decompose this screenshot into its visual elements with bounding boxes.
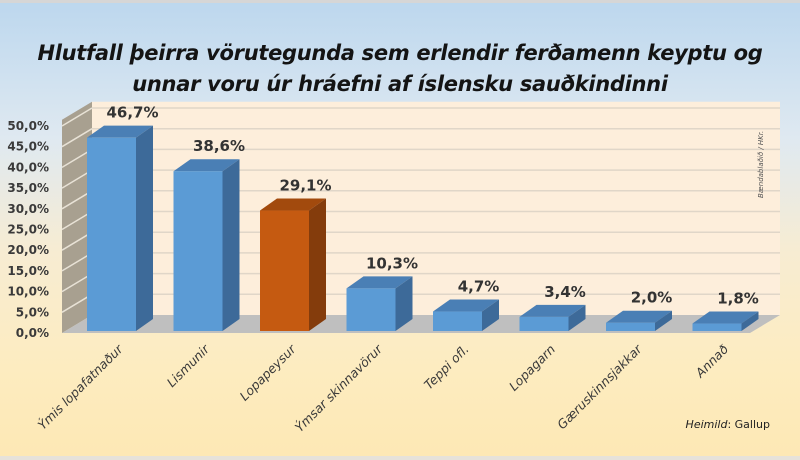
bar-side [568, 304, 586, 331]
value-label: 38,6% [193, 137, 245, 155]
bar-side [222, 159, 240, 331]
bottom-border [0, 456, 800, 460]
category-label: Lopapeysur [237, 341, 300, 404]
bar-top [433, 299, 499, 312]
value-label: 3,4% [544, 283, 586, 301]
bars: 46,7% 38,6% 29,1% 10,3% 4,7% 3,4% 2,0% 1,8% [87, 104, 759, 331]
bar-side [136, 125, 153, 331]
photo-credit: Bændablaðið / HKr. [757, 130, 765, 198]
bar: 29,1% [260, 177, 332, 331]
bar-front [173, 171, 223, 331]
side-wall [62, 101, 92, 333]
bar-front [346, 288, 396, 331]
bar-side [741, 311, 759, 331]
bar-side [655, 310, 672, 331]
value-label: 1,8% [717, 290, 759, 308]
bar-top [260, 198, 326, 211]
y-tick-label: 30,0% [7, 202, 49, 216]
value-label: 29,1% [279, 177, 331, 195]
bar-front [433, 311, 482, 331]
value-label: 2,0% [631, 289, 673, 307]
value-label: 4,7% [458, 278, 500, 296]
y-axis: 0,0% 5,0% 10,0% 15,0% 20,0% 25,0% 30,0% 35,0% 40… [7, 119, 49, 340]
source-value: : Gallup [727, 418, 770, 431]
bar: 4,7% [433, 278, 499, 331]
source-label: Heimild [685, 418, 728, 431]
category-label: Gæruskinnsjakkar [554, 341, 645, 432]
bar-top [346, 276, 413, 289]
floor [62, 315, 780, 333]
bar-front [606, 322, 655, 331]
y-tick-label: 40,0% [7, 160, 49, 174]
y-tick-label: 45,0% [7, 140, 49, 154]
y-tick-label: 20,0% [7, 243, 49, 257]
value-label: 46,7% [106, 104, 158, 122]
x-axis: Ýmis lopafatnaður Lismunir LopapeysurÝmsar… [35, 341, 732, 435]
y-tick-label: 25,0% [7, 223, 49, 237]
y-tick-label: 50,0% [7, 119, 49, 133]
bar-side [309, 198, 326, 331]
chart-title-line-1: Hlutfall þeirra vörutegunda sem erlendir… [37, 41, 763, 65]
bar-top [87, 125, 153, 138]
bar-front [87, 137, 136, 331]
bar-top [692, 311, 759, 324]
bar: 38,6% [173, 137, 245, 331]
bar-front [692, 323, 742, 331]
category-label: Annað [692, 341, 732, 381]
category-label: Lismunir [164, 341, 213, 390]
bar-side [482, 299, 499, 331]
category-label: Ýmis lopafatnaður [35, 341, 127, 433]
bar-front [260, 210, 309, 331]
bar: 46,7% [87, 104, 159, 331]
category-label: Lopagarn [506, 341, 558, 393]
bar: 1,8% [692, 290, 759, 331]
bar-top [519, 304, 586, 317]
y-tick-label: 0,0% [16, 326, 49, 340]
bar: 10,3% [346, 254, 418, 331]
chart-title-line-2: unnar voru úr hráefni af íslensku sauðki… [132, 72, 668, 96]
bar-front [519, 316, 569, 331]
bar: 2,0% [606, 289, 672, 331]
y-tick-label: 10,0% [7, 285, 49, 299]
category-label: Teppi ofl. [421, 342, 472, 393]
chart-title: Hlutfall þeirra vörutegunda sem erlendir… [0, 38, 800, 100]
bar-side [395, 276, 413, 331]
y-tick-label: 5,0% [16, 305, 49, 319]
category-label: Ýmsar skinnavörur [292, 341, 386, 435]
bar-top [173, 159, 240, 172]
source-note: Heimild: Gallup [686, 418, 770, 431]
y-tick-label: 15,0% [7, 264, 49, 278]
y-tick-label: 35,0% [7, 181, 49, 195]
value-label: 10,3% [366, 254, 418, 272]
bar: 3,4% [519, 283, 586, 331]
top-border [0, 0, 800, 3]
bar-top [606, 310, 672, 323]
